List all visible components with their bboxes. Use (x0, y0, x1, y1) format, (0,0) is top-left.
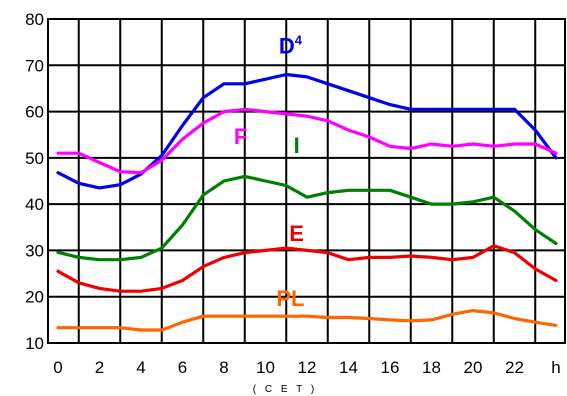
x-tick-label: 18 (422, 358, 441, 377)
x-tick-label: 4 (136, 358, 145, 377)
x-tick-label: 0 (53, 358, 62, 377)
series-label-e: E (289, 221, 304, 246)
y-tick-label: 30 (25, 241, 44, 260)
series-line-f (56, 107, 558, 175)
grid (47, 18, 566, 344)
y-tick-label: 80 (25, 10, 44, 29)
x-tick-label: 10 (256, 358, 275, 377)
x-tick-label: 20 (464, 358, 483, 377)
y-tick-label: 40 (25, 195, 44, 214)
x-tick-label: 12 (298, 358, 317, 377)
series-label-superscript: 4 (295, 33, 303, 48)
series-label-f: F (234, 124, 247, 149)
series-line-i (56, 174, 558, 262)
series-label-pl: PL (276, 286, 304, 311)
x-tick-label: 2 (95, 358, 104, 377)
y-tick-label: 50 (25, 149, 44, 168)
x-tick-label: 22 (505, 358, 524, 377)
x-tick-label: 8 (219, 358, 228, 377)
series-line-e (56, 244, 558, 293)
x-tick-unit: h (551, 358, 560, 377)
y-tick-label: 70 (25, 56, 44, 75)
y-tick-label: 60 (25, 103, 44, 122)
series-label-d: D4 (279, 33, 303, 59)
x-tick-label: 6 (178, 358, 187, 377)
x-tick-label: 16 (381, 358, 400, 377)
axis-ticks: 10 20 30 40 50 60 70 80 0 2 4 6 8 10 12 14 16 18 20 22 h (25, 10, 561, 377)
x-tick-label: 14 (339, 358, 358, 377)
y-tick-label: 20 (25, 288, 44, 307)
y-tick-label: 10 (25, 334, 44, 353)
series-line-pl (56, 309, 558, 332)
x-axis-unit-label: ( C E T ) (253, 384, 317, 395)
series-lines (56, 72, 558, 332)
series-label-i: I (294, 133, 300, 158)
series-labels: D4 F I E PL (234, 33, 305, 311)
